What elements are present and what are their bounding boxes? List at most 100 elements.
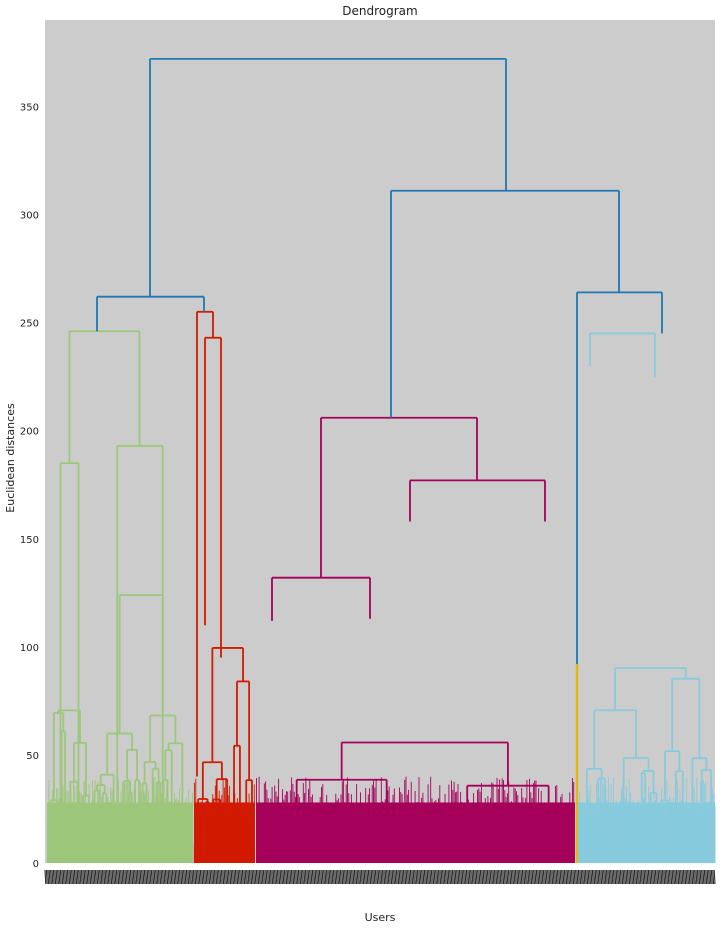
x-tick-mark [580,869,583,885]
x-tick-mark [488,869,491,885]
x-tick-mark [505,869,507,885]
x-tick-mark [545,869,548,885]
x-axis-label: Users [365,911,396,924]
x-tick-mark [345,869,348,885]
x-tick-mark [619,869,622,885]
x-tick-mark [625,869,628,885]
x-tick-mark [485,869,488,885]
x-tick-mark [104,869,107,885]
x-tick-mark [604,869,607,885]
x-tick-mark [383,869,386,885]
x-tick-mark [689,869,692,885]
x-tick-mark [531,869,534,885]
x-tick-mark [430,869,433,885]
x-tick-mark [183,869,185,885]
x-tick-mark [342,869,345,885]
x-tick-mark [156,869,159,885]
x-tick-mark [675,869,678,885]
x-tick-mark [316,869,318,885]
x-tick-mark [537,869,540,885]
x-tick-mark [52,869,55,885]
x-tick-mark [395,869,398,885]
x-tick-mark [131,869,134,885]
x-tick-mark [332,869,335,885]
x-tick-mark [85,869,87,885]
x-tick-mark [552,869,555,885]
x-tick-mark [698,869,701,885]
x-tick-mark [69,869,72,885]
x-tick-mark [520,869,523,885]
x-tick-mark [198,869,201,885]
x-tick-mark [267,869,269,885]
x-tick-mark [610,869,612,885]
x-tick-mark [370,869,373,885]
x-tick-mark [45,869,48,885]
x-tick-mark [288,869,290,885]
x-tick-mark [111,869,114,885]
x-tick-mark [594,869,597,885]
x-tick-mark [146,869,149,885]
x-tick-mark [607,869,610,885]
x-tick-mark [251,869,254,885]
x-tick-mark [219,869,222,885]
x-tick-mark [124,869,127,885]
x-tick-mark [478,869,481,885]
x-tick-mark [540,869,542,885]
x-tick-mark [394,869,397,885]
x-tick-mark [541,869,544,885]
x-tick-mark [344,869,346,885]
x-tick-mark [601,869,604,885]
x-tick-mark [534,869,537,885]
x-tick-mark [282,869,285,885]
x-tick-mark [66,869,69,885]
x-tick-mark [439,869,442,885]
x-tick-mark [134,869,136,885]
x-tick-mark [356,869,359,885]
x-tick-mark [713,869,716,885]
x-tick-mark [688,869,691,885]
x-tick-mark [55,869,58,885]
x-tick-mark [309,869,311,885]
x-tick-mark [97,869,100,885]
x-tick-mark [556,869,559,885]
x-tick-mark [108,869,111,885]
x-tick-mark [400,869,402,885]
x-tick-mark [582,869,584,885]
x-tick-mark [118,869,121,885]
x-tick-mark [479,869,482,885]
x-tick-mark [618,869,621,885]
x-tick-mark [407,869,409,885]
x-tick-mark [577,869,580,885]
x-tick-mark [423,869,426,885]
x-tick-mark [708,869,710,885]
x-tick-mark [180,869,183,885]
x-tick-mark [575,869,577,885]
x-tick-mark [143,869,146,885]
x-tick-mark [302,869,304,885]
x-tick-mark [275,869,278,885]
x-tick-mark [694,869,696,885]
x-tick-mark [65,869,68,885]
x-tick-mark [584,869,587,885]
x-tick-mark [447,869,450,885]
x-tick-mark [117,869,120,885]
x-tick-mark [348,869,351,885]
x-tick-mark [591,869,594,885]
x-tick-mark [611,869,614,885]
x-tick-mark [535,869,538,885]
x-tick-mark [106,869,108,885]
x-tick-mark [227,869,230,885]
x-tick-mark [573,869,576,885]
y-axis-ticks: 0 50 100 150 200 250 300 350 [20,102,39,870]
x-tick-mark [197,869,199,885]
x-tick-mark [327,869,330,885]
x-tick-mark [54,869,57,885]
x-tick-mark [510,869,513,885]
x-tick-mark [538,869,541,885]
x-tick-mark [324,869,327,885]
x-tick-mark [359,869,362,885]
x-tick-mark [524,869,527,885]
x-tick-mark [499,869,502,885]
x-tick-mark [128,869,131,885]
x-tick-mark [212,869,215,885]
